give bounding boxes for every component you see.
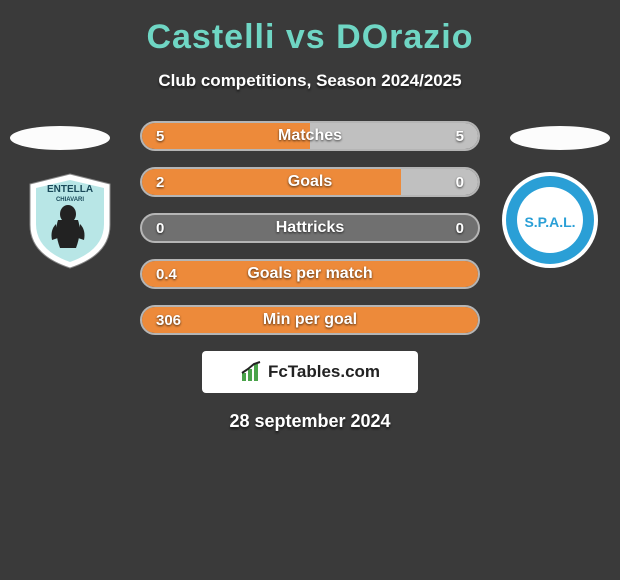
subtitle: Club competitions, Season 2024/2025 <box>0 71 620 91</box>
stat-label: Goals <box>202 173 418 191</box>
stat-left-value: 0.4 <box>142 266 202 283</box>
stat-row: 0.4Goals per match <box>140 259 480 289</box>
stat-left-value: 5 <box>142 128 202 145</box>
stat-row: 5Matches5 <box>140 121 480 151</box>
stat-row: 2Goals0 <box>140 167 480 197</box>
stat-label: Matches <box>202 127 418 145</box>
stat-bars: 5Matches52Goals00Hattricks00.4Goals per … <box>140 121 480 335</box>
stat-label: Hattricks <box>202 219 418 237</box>
fctables-text: FcTables.com <box>268 362 380 382</box>
stat-row: 306Min per goal <box>140 305 480 335</box>
player2-name: DOrazio <box>336 18 473 56</box>
fctables-logo: FcTables.com <box>202 351 418 393</box>
date: 28 september 2024 <box>0 411 620 432</box>
comparison-title: Castelli vs DOrazio <box>0 0 620 57</box>
stat-left-value: 306 <box>142 312 202 329</box>
stats-area: 5Matches52Goals00Hattricks00.4Goals per … <box>0 121 620 432</box>
chart-icon <box>240 361 262 383</box>
stat-row: 0Hattricks0 <box>140 213 480 243</box>
stat-left-value: 0 <box>142 220 202 237</box>
player1-name: Castelli <box>146 18 275 56</box>
stat-left-value: 2 <box>142 174 202 191</box>
stat-label: Goals per match <box>202 265 418 283</box>
stat-right-value: 0 <box>418 220 478 237</box>
vs-text: vs <box>286 18 326 56</box>
stat-label: Min per goal <box>202 311 418 329</box>
stat-right-value: 5 <box>418 128 478 145</box>
stat-right-value: 0 <box>418 174 478 191</box>
